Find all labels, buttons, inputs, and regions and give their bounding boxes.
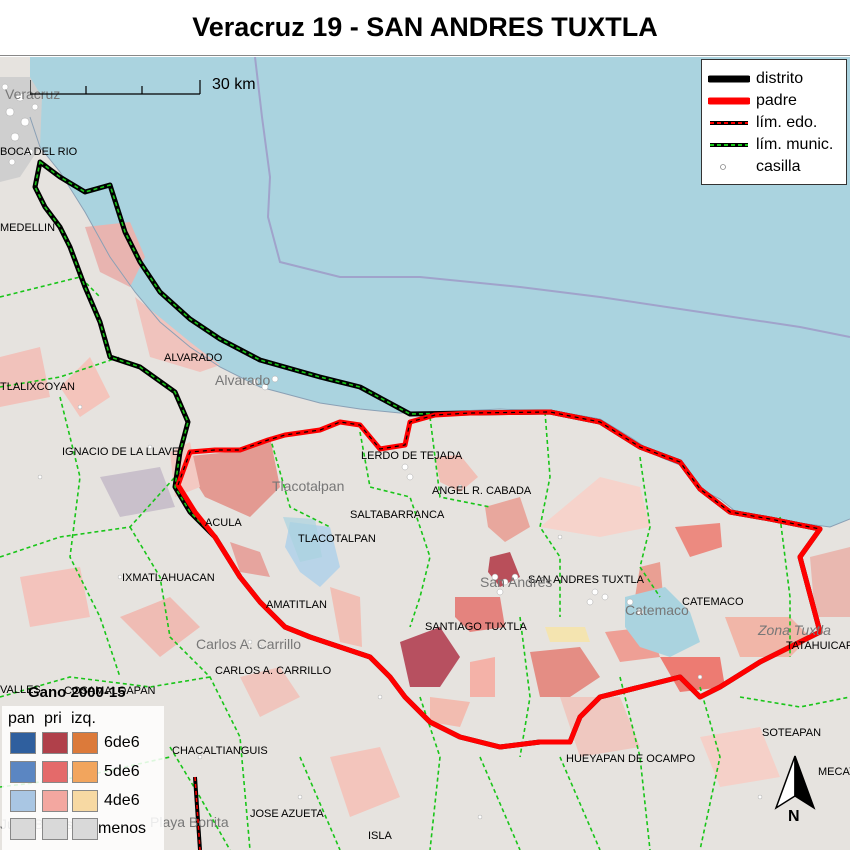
legend-item-padre: padre xyxy=(702,90,848,112)
map-legend: distrito padre lím. edo. lím. munic. cas… xyxy=(701,59,847,185)
bathymetry-line xyxy=(254,57,850,338)
legend-label-distrito: distrito xyxy=(756,70,804,87)
lake-catemaco xyxy=(625,587,700,657)
swatch-pri-5de6 xyxy=(42,761,68,783)
label-san-andres-tuxtla: SAN ANDRES TUXTLA xyxy=(528,574,645,586)
swatch-pan-5de6 xyxy=(10,761,36,783)
scale-bar-label: 30 km xyxy=(212,76,256,93)
place-labels: BOCA DEL RIO MEDELLIN ALVARADO TLALIXCOY… xyxy=(0,146,850,842)
label-isla: ISLA xyxy=(368,830,393,842)
basemap-label-zona-tuxtla: Zona Tuxtla xyxy=(757,622,831,638)
padre-line-symbol xyxy=(708,97,750,105)
basemap-label-tlacotalpan: Tlacotalpan xyxy=(272,478,344,494)
label-alvarado: ALVARADO xyxy=(164,352,223,364)
veracruz-city-area xyxy=(0,77,42,182)
color-key-column-pan: pan xyxy=(8,710,35,727)
legend-label-casilla: casilla xyxy=(756,158,801,175)
swatch-pan-4de6 xyxy=(10,790,36,812)
label-valles: VALLES xyxy=(0,684,41,696)
lake-tlacotalpan xyxy=(283,517,322,562)
label-amatitlan: AMATITLAN xyxy=(266,599,327,611)
label-medellin: MEDELLIN xyxy=(0,222,55,234)
north-arrow-label: N xyxy=(788,808,800,825)
label-tlalixcoyan: TLALIXCOYAN xyxy=(0,381,75,393)
label-hueyapan-de-ocampo: HUEYAPAN DE OCAMPO xyxy=(566,753,696,765)
swatch-pri-6de6 xyxy=(42,732,68,754)
label-carlos-a-carrillo: CARLOS A. CARRILLO xyxy=(215,665,332,677)
label-acula: ACULA xyxy=(205,517,242,529)
parent-boundary-dash xyxy=(177,411,821,530)
basemap-label-carlos-a-carrillo: Carlos A. Carrillo xyxy=(196,636,301,652)
legend-label-municipal-boundary: lím. munic. xyxy=(756,136,834,153)
label-ixmatlahuacan: IXMATLAHUACAN xyxy=(122,572,215,584)
swatch-izq-6de6 xyxy=(72,732,98,754)
polling-station-symbol xyxy=(720,164,726,170)
label-saltabarranca: SALTABARRANCA xyxy=(350,509,445,521)
color-key-row-6de6: 6de6 xyxy=(104,734,140,751)
swatch-pan-menos xyxy=(10,818,36,840)
sea-area xyxy=(30,57,850,527)
scale-bar: 30 km xyxy=(30,76,270,100)
color-key-title: Gano 2000-15 xyxy=(28,684,126,701)
scale-bar-graphic xyxy=(30,80,201,95)
swatch-pri-menos xyxy=(42,818,68,840)
polling-stations xyxy=(1,83,763,820)
legend-item-distrito: distrito xyxy=(702,68,848,90)
legend-item-casilla: casilla xyxy=(702,156,848,178)
swatch-pri-4de6 xyxy=(42,790,68,812)
label-tlacotalpan: TLACOTALPAN xyxy=(298,533,376,545)
legend-item-municipal-boundary: lím. munic. xyxy=(702,134,848,156)
color-key: Gano 2000-15 pan pri izq. 6de6 5de6 4de6… xyxy=(0,684,165,850)
label-ignacio-de-la-llave: IGNACIO DE LA LLAVE xyxy=(62,446,179,458)
swatch-izq-4de6 xyxy=(72,790,98,812)
color-key-row-4de6: 4de6 xyxy=(104,792,140,809)
state-boundary-symbol xyxy=(710,121,748,125)
municipal-boundaries xyxy=(0,276,850,850)
basemap-label-alvarado: Alvarado xyxy=(215,372,270,388)
swatch-pan-6de6 xyxy=(10,732,36,754)
label-soteapan: SOTEAPAN xyxy=(762,727,821,739)
legend-item-state-boundary: lím. edo. xyxy=(702,112,848,134)
municipal-boundary-symbol xyxy=(710,143,748,147)
label-santiago-tuxtla: SANTIAGO TUXTLA xyxy=(425,621,528,633)
label-boca-del-rio: BOCA DEL RIO xyxy=(0,146,78,158)
label-tatahuicapan: TATAHUICAPAN xyxy=(786,640,850,652)
label-catemaco: CATEMACO xyxy=(682,596,744,608)
state-boundary xyxy=(193,776,202,850)
swatch-izq-5de6 xyxy=(72,761,98,783)
color-key-column-pri: pri xyxy=(44,710,62,727)
label-chacaltianguis: CHACALTIANGUIS xyxy=(172,745,268,757)
north-arrow-icon xyxy=(774,755,816,810)
label-angel-r-cabada: ANGEL R. CABADA xyxy=(432,485,532,497)
map-title: Veracruz 19 - SAN ANDRES TUXTLA xyxy=(0,0,850,56)
swatch-izq-menos xyxy=(72,818,98,840)
color-key-row-menos: menos xyxy=(98,820,147,837)
basemap-label-playa-bonita: Playa Bonita xyxy=(150,814,229,830)
legend-label-state-boundary: lím. edo. xyxy=(756,114,818,131)
north-arrow: N xyxy=(762,752,828,832)
color-key-column-izq: izq. xyxy=(71,710,96,727)
label-lerdo-de-tejada: LERDO DE TEJADA xyxy=(361,450,463,462)
color-key-row-5de6: 5de6 xyxy=(104,763,140,780)
label-jose-azueta: JOSE AZUETA xyxy=(250,808,324,820)
label-cosamaloapan: COSAMALOAPAN xyxy=(64,685,156,697)
legend-label-padre: padre xyxy=(756,92,797,109)
basemap-label-catemaco: Catemaco xyxy=(625,602,689,618)
label-mecayapan: MECAYAPAN xyxy=(818,766,850,778)
distrito-line-symbol xyxy=(708,75,750,83)
basemap-label-san-andres: San Andrés xyxy=(480,574,552,590)
